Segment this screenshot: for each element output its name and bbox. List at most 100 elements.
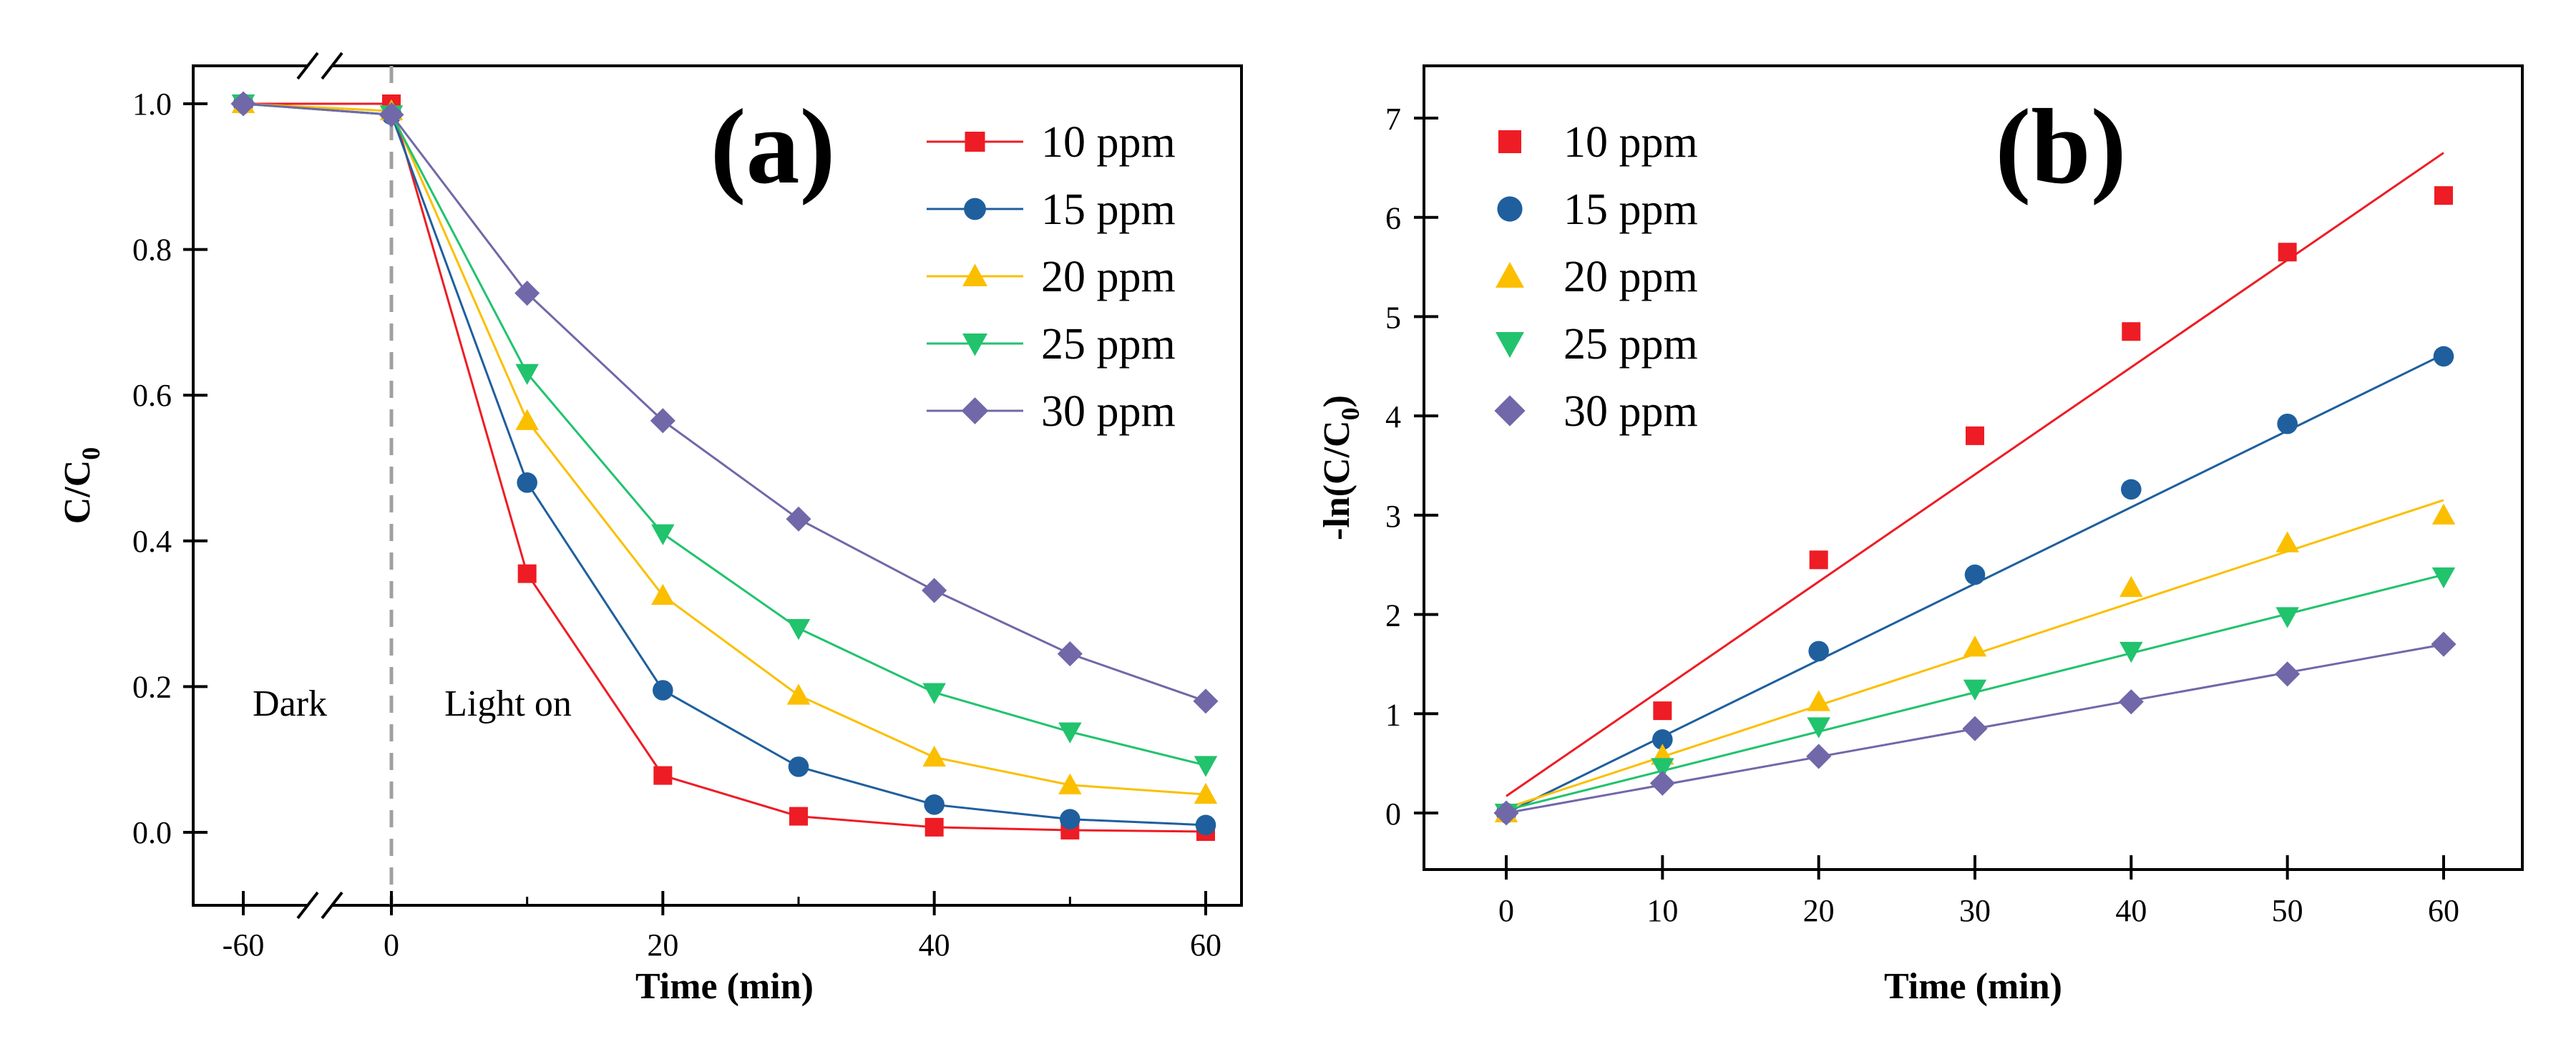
y-tick-label: 0.0 [132, 815, 172, 850]
legend-label: 30 ppm [1563, 387, 1698, 436]
x-tick-label: 30 [1959, 893, 1991, 928]
x-axis-title: Time (min) [635, 966, 814, 1007]
plot-frame [192, 64, 1243, 907]
data-point [1058, 773, 1082, 794]
plot-frame [1423, 64, 2524, 871]
data-point [786, 506, 811, 532]
data-point [1653, 701, 1672, 721]
axis-break-mark [296, 52, 319, 80]
data-point [2119, 641, 2143, 663]
data-point [1649, 770, 1675, 796]
legend-label: 15 ppm [1041, 185, 1176, 234]
data-point [1060, 809, 1080, 829]
x-tick-label: 20 [1803, 893, 1835, 928]
data-point [924, 794, 945, 815]
data-point [2431, 631, 2457, 657]
data-point [517, 472, 537, 493]
x-tick-label: 0 [1498, 893, 1514, 928]
x-tick-label: -60 [223, 928, 265, 963]
data-point [2278, 243, 2297, 262]
y-tick-label: 6 [1385, 201, 1401, 236]
axis-break-mark [321, 52, 343, 80]
y-tick-label: 0 [1385, 797, 1401, 832]
data-point [788, 756, 809, 777]
data-point [2277, 413, 2298, 434]
data-point [1194, 756, 1218, 777]
data-point [924, 817, 944, 837]
y-tick-label: 2 [1385, 598, 1401, 633]
annotation-dark: Dark [253, 683, 327, 724]
y-tick-label: 3 [1385, 499, 1401, 534]
data-point [1493, 800, 1519, 826]
data-point [1195, 814, 1216, 836]
data-point [1807, 717, 1830, 739]
legend-marker [962, 263, 987, 286]
legend-marker [965, 132, 985, 152]
data-point [2121, 479, 2142, 500]
data-point [789, 807, 808, 826]
data-point [1194, 782, 1218, 804]
data-point [2275, 607, 2299, 628]
legend-marker [1496, 262, 1524, 288]
legend-label: 10 ppm [1563, 118, 1698, 167]
legend-label: 10 ppm [1041, 118, 1176, 167]
x-axis-title: Time (min) [1884, 966, 2062, 1007]
y-axis-title-main: -ln(C/C [1317, 420, 1357, 540]
data-point [1964, 564, 1986, 585]
data-point [230, 91, 256, 117]
y-axis-title-main: C/C [57, 460, 98, 525]
series-line [243, 102, 1206, 833]
legend-label: 25 ppm [1041, 320, 1176, 369]
y-axis-title: -ln(C/C0) [1317, 395, 1365, 540]
data-point [1806, 744, 1832, 769]
x-tick-label: 40 [2115, 893, 2147, 928]
legend-label: 20 ppm [1563, 253, 1698, 301]
data-point [2431, 503, 2456, 525]
data-point [2122, 322, 2141, 341]
data-point [1809, 550, 1828, 570]
y-axis-title-sub: 0 [1336, 407, 1365, 420]
series-line [243, 102, 1206, 766]
legend-marker [1496, 332, 1524, 358]
x-tick-label: 40 [919, 928, 950, 963]
data-point [1963, 679, 1987, 701]
panel-label: (b) [1995, 87, 2126, 206]
data-point [786, 618, 811, 641]
legend-marker [961, 397, 989, 424]
data-point [1808, 641, 1829, 662]
panel-label: (a) [711, 87, 836, 206]
y-tick-label: 0.6 [132, 378, 172, 413]
x-tick-label: 60 [2428, 893, 2459, 928]
data-point [1963, 636, 1987, 657]
y-tick-label: 4 [1385, 399, 1401, 434]
data-point [379, 102, 404, 127]
y-tick-label: 5 [1385, 300, 1401, 335]
data-point [514, 281, 540, 306]
y-tick-label: 1.0 [132, 87, 172, 122]
x-tick-label: 20 [647, 928, 678, 963]
panel-a: 0.0 0.2 0.4 0.6 0.8 1.0 -60 0 20 40 60 Time (min) C/… [57, 52, 1243, 1007]
data-point [1966, 426, 1984, 445]
data-point [786, 683, 811, 705]
y-axis-title: C/C0 [57, 447, 105, 525]
data-point [1193, 688, 1219, 714]
y-tick-label: 0.2 [132, 669, 172, 704]
data-point [2119, 575, 2143, 598]
y-tick-label: 0.4 [132, 524, 172, 559]
data-point [1807, 690, 1830, 711]
data-point [515, 409, 539, 430]
data-point [651, 583, 675, 605]
data-point [1962, 716, 1988, 741]
legend-marker [964, 198, 986, 220]
annotation-light-on: Light on [444, 683, 572, 724]
data-point [653, 766, 673, 785]
series-line [243, 102, 1206, 703]
data-point [2275, 661, 2301, 687]
data-point [1058, 722, 1082, 744]
legend-label: 15 ppm [1563, 185, 1698, 234]
legend-label: 30 ppm [1041, 387, 1176, 436]
data-point [1057, 641, 1083, 667]
y-tick-label: 7 [1385, 102, 1401, 137]
series-line [243, 102, 1206, 796]
